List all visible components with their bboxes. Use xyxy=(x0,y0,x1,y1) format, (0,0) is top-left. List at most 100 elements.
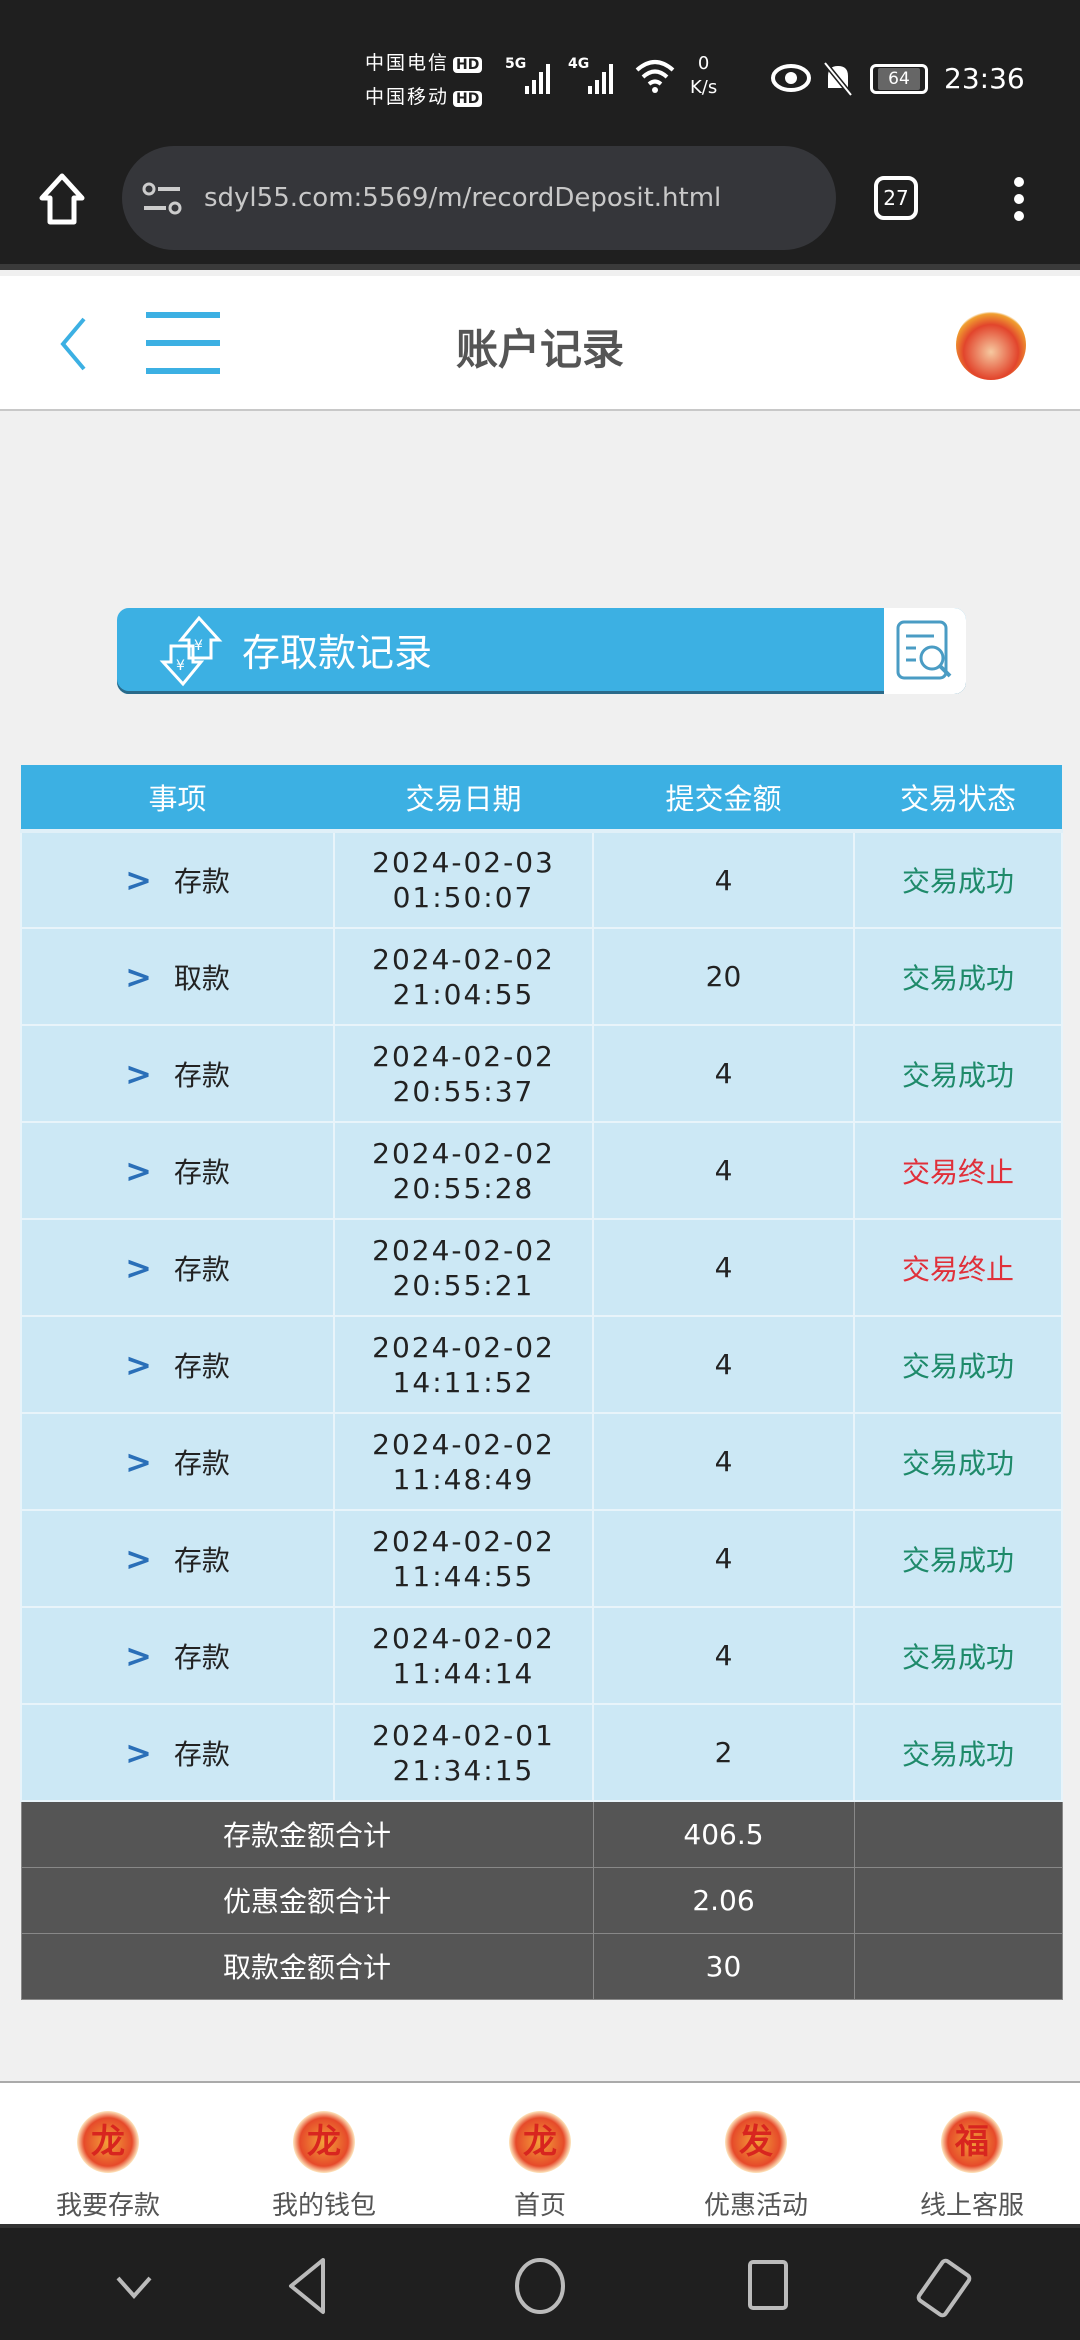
nav-label: 优惠活动 xyxy=(703,2191,808,2221)
transaction-time: 11:44:55 xyxy=(392,1559,535,1593)
url-text[interactable]: sdyl55.com:5569/m/recordDeposit.html xyxy=(204,183,722,213)
wifi-icon xyxy=(635,60,675,93)
fa-promo-icon: 发 xyxy=(725,2111,787,2173)
search-record-button[interactable] xyxy=(884,608,966,694)
bottom-nav: 龙我要存款龙我的钱包龙首页发优惠活动福线上客服 xyxy=(0,2081,1080,2224)
status-cell: 交易成功 xyxy=(853,830,1063,929)
transaction-date: 2024-02-02 xyxy=(372,1233,555,1267)
transaction-type: 存款 xyxy=(173,1543,230,1577)
date-cell: 2024-02-02 20:55:28 xyxy=(333,1121,594,1220)
transaction-type: 存款 xyxy=(173,1349,230,1383)
table-row[interactable]: > 存款 2024-02-02 11:48:49 4 交易成功 xyxy=(20,1412,1063,1511)
amount-cell: 4 xyxy=(592,1218,855,1317)
item-cell[interactable]: > 存款 xyxy=(20,1315,335,1414)
chevron-right-icon[interactable]: > xyxy=(125,1345,152,1384)
status-cell: 交易终止 xyxy=(853,1218,1063,1317)
table-row[interactable]: > 存款 2024-02-01 21:34:15 2 交易成功 xyxy=(20,1703,1063,1802)
carrier-2: 中国移动 HD xyxy=(365,82,483,109)
collapse-icon[interactable] xyxy=(114,2256,154,2320)
item-cell[interactable]: > 存款 xyxy=(20,1024,335,1123)
browser-toolbar: sdyl55.com:5569/m/recordDeposit.html 27 xyxy=(0,140,1080,270)
dragon-home-icon: 龙 xyxy=(509,2111,571,2173)
transaction-time: 20:55:28 xyxy=(392,1171,535,1205)
item-cell[interactable]: > 存款 xyxy=(20,1412,335,1511)
item-cell[interactable]: > 取款 xyxy=(20,927,335,1026)
chevron-right-icon[interactable]: > xyxy=(125,1151,152,1190)
deposit-withdraw-icon: ¥¥ xyxy=(159,615,223,687)
date-cell: 2024-02-02 11:44:14 xyxy=(333,1606,594,1705)
amount-cell: 4 xyxy=(592,1606,855,1705)
total-value: 30 xyxy=(592,1932,855,2000)
total-label: 取款金额合计 xyxy=(20,1932,594,2000)
table-row[interactable]: > 取款 2024-02-02 21:04:55 20 交易成功 xyxy=(20,927,1063,1026)
column-header-status: 交易状态 xyxy=(854,765,1062,833)
table-header: 事项 交易日期 提交金额 交易状态 xyxy=(21,765,1062,833)
nav-item-2[interactable]: 龙首页 xyxy=(432,2083,648,2224)
system-nav-bar xyxy=(0,2224,1080,2340)
table-row[interactable]: > 存款 2024-02-02 11:44:55 4 交易成功 xyxy=(20,1509,1063,1608)
table-row[interactable]: > 存款 2024-02-02 20:55:28 4 交易终止 xyxy=(20,1121,1063,1220)
chevron-right-icon[interactable]: > xyxy=(125,1733,152,1772)
back-nav-icon[interactable] xyxy=(285,2256,329,2320)
transaction-time: 11:44:14 xyxy=(392,1656,535,1690)
total-label: 存款金额合计 xyxy=(20,1800,594,1868)
amount-cell: 20 xyxy=(592,927,855,1026)
nav-item-0[interactable]: 龙我要存款 xyxy=(0,2083,216,2224)
recents-nav-icon[interactable] xyxy=(746,2256,790,2320)
total-value: 406.5 xyxy=(592,1800,855,1868)
menu-icon[interactable] xyxy=(146,312,220,374)
item-cell[interactable]: > 存款 xyxy=(20,830,335,929)
chevron-right-icon[interactable]: > xyxy=(125,1054,152,1093)
address-bar[interactable]: sdyl55.com:5569/m/recordDeposit.html xyxy=(122,146,836,250)
date-cell: 2024-02-02 20:55:21 xyxy=(333,1218,594,1317)
table-row[interactable]: > 存款 2024-02-02 20:55:21 4 交易终止 xyxy=(20,1218,1063,1317)
chevron-right-icon[interactable]: > xyxy=(125,1636,152,1675)
item-cell[interactable]: > 存款 xyxy=(20,1606,335,1705)
eye-icon xyxy=(771,64,811,92)
chevron-right-icon[interactable]: > xyxy=(125,957,152,996)
site-settings-icon[interactable] xyxy=(142,182,184,216)
fu-service-icon: 福 xyxy=(941,2111,1003,2173)
total-empty-cell xyxy=(853,1932,1063,2000)
chevron-right-icon[interactable]: > xyxy=(125,1248,152,1287)
chevron-right-icon[interactable]: > xyxy=(125,861,152,899)
table-row[interactable]: > 存款 2024-02-02 20:55:37 4 交易成功 xyxy=(20,1024,1063,1123)
status-cell: 交易成功 xyxy=(853,1509,1063,1608)
date-cell: 2024-02-01 21:34:15 xyxy=(333,1703,594,1802)
status-cell: 交易成功 xyxy=(853,1024,1063,1123)
totals-row: 取款金额合计 30 xyxy=(20,1932,1063,2000)
status-cell: 交易成功 xyxy=(853,1606,1063,1705)
transaction-date: 2024-02-02 xyxy=(372,1621,555,1655)
network-speed: 0 K/s xyxy=(690,53,718,98)
status-cell: 交易成功 xyxy=(853,1412,1063,1511)
nav-item-1[interactable]: 龙我的钱包 xyxy=(216,2083,432,2224)
rotate-icon[interactable] xyxy=(912,2256,978,2326)
home-icon[interactable] xyxy=(38,172,86,226)
table-row[interactable]: > 存款 2024-02-02 11:44:14 4 交易成功 xyxy=(20,1606,1063,1705)
transaction-date: 2024-02-01 xyxy=(372,1718,555,1752)
chevron-right-icon[interactable]: > xyxy=(125,1442,152,1481)
transaction-type: 存款 xyxy=(173,1640,230,1674)
total-label: 优惠金额合计 xyxy=(20,1866,594,1934)
back-icon[interactable] xyxy=(58,316,90,372)
item-cell[interactable]: > 存款 xyxy=(20,1509,335,1608)
transaction-type: 存款 xyxy=(173,1737,230,1771)
item-cell[interactable]: > 存款 xyxy=(20,1703,335,1802)
item-cell[interactable]: > 存款 xyxy=(20,1218,335,1317)
dragon-avatar-icon[interactable] xyxy=(956,310,1026,380)
svg-text:¥: ¥ xyxy=(176,658,185,674)
chevron-right-icon[interactable]: > xyxy=(125,1539,152,1578)
item-cell[interactable]: > 存款 xyxy=(20,1121,335,1220)
nav-label: 首页 xyxy=(513,2191,566,2221)
nav-item-3[interactable]: 发优惠活动 xyxy=(648,2083,864,2224)
nav-label: 我要存款 xyxy=(55,2191,160,2221)
home-nav-icon[interactable] xyxy=(514,2256,566,2320)
table-row[interactable]: > 存款 2024-02-02 14:11:52 4 交易成功 xyxy=(20,1315,1063,1414)
clock: 23:36 xyxy=(944,62,1025,95)
nav-item-4[interactable]: 福线上客服 xyxy=(864,2083,1080,2224)
more-menu-icon[interactable] xyxy=(1012,176,1026,222)
amount-cell: 4 xyxy=(592,1412,855,1511)
tab-switcher-button[interactable]: 27 xyxy=(874,176,918,220)
table-row[interactable]: > 存款 2024-02-03 01:50:07 4 交易成功 xyxy=(20,830,1063,929)
status-bar: 中国电信 HD 中国移动 HD 5G 4G 0 K/s 64 23:36 xyxy=(0,0,1080,140)
